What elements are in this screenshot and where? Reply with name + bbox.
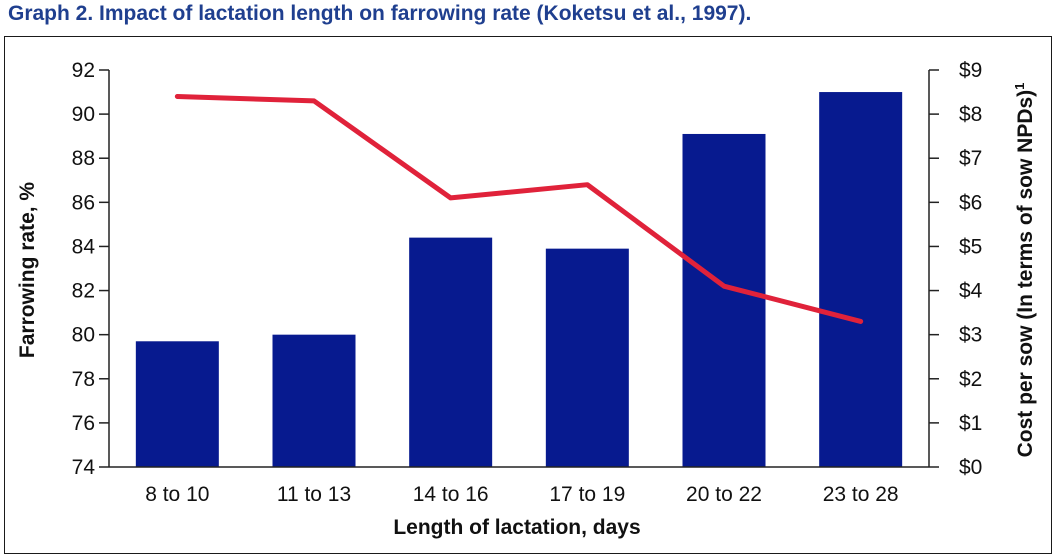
y-axis-title: Farrowing rate, % bbox=[16, 182, 39, 359]
y-tick-label: 80 bbox=[72, 324, 95, 347]
bar bbox=[135, 341, 219, 467]
y2-axis-title-superscript: 1 bbox=[1012, 83, 1027, 90]
x-tick-label: 23 to 28 bbox=[823, 483, 899, 506]
bar bbox=[819, 92, 903, 468]
y-tick-label: 82 bbox=[72, 280, 95, 303]
chart-title: Graph 2. Impact of lactation length on f… bbox=[8, 2, 752, 25]
x-tick-label: 20 to 22 bbox=[686, 483, 762, 506]
y2-tick-label: $1 bbox=[959, 412, 982, 435]
x-tick-label: 8 to 10 bbox=[145, 483, 209, 506]
y2-tick-label: $6 bbox=[959, 191, 982, 214]
x-tick-label: 14 to 16 bbox=[413, 483, 489, 506]
bar bbox=[545, 248, 629, 467]
x-tick-label: 11 to 13 bbox=[277, 483, 351, 506]
series-line bbox=[174, 93, 864, 324]
y-tick-label: 84 bbox=[72, 235, 96, 258]
chart-frame bbox=[4, 36, 1052, 554]
y2-tick-label: $8 bbox=[959, 103, 982, 126]
bar bbox=[682, 133, 766, 467]
y2-axis-title: Cost per sow (In terms of sow NPDs)1 bbox=[1012, 83, 1037, 458]
y-tick-label: 74 bbox=[72, 456, 96, 479]
bar bbox=[409, 237, 493, 467]
y-tick-label: 92 bbox=[72, 59, 95, 82]
y2-tick-label: $7 bbox=[959, 147, 982, 170]
x-tick-label: 17 to 19 bbox=[549, 483, 625, 506]
bar bbox=[272, 334, 356, 467]
y-tick-label: 76 bbox=[72, 412, 95, 435]
y2-tick-label: $2 bbox=[959, 368, 982, 391]
x-axis-title: Length of lactation, days bbox=[393, 516, 640, 539]
y2-axis-title-text: Cost per sow (In terms of sow NPDs) bbox=[1014, 90, 1037, 458]
y2-tick-label: $4 bbox=[959, 280, 983, 303]
y2-tick-label: $5 bbox=[959, 235, 982, 258]
y-tick-label: 78 bbox=[72, 368, 95, 391]
y-tick-label: 86 bbox=[72, 191, 95, 214]
y2-tick-label: $9 bbox=[959, 59, 982, 82]
y-tick-label: 90 bbox=[72, 103, 95, 126]
y2-tick-label: $0 bbox=[959, 456, 982, 479]
y2-tick-label: $3 bbox=[959, 324, 982, 347]
y-tick-label: 88 bbox=[72, 147, 95, 170]
